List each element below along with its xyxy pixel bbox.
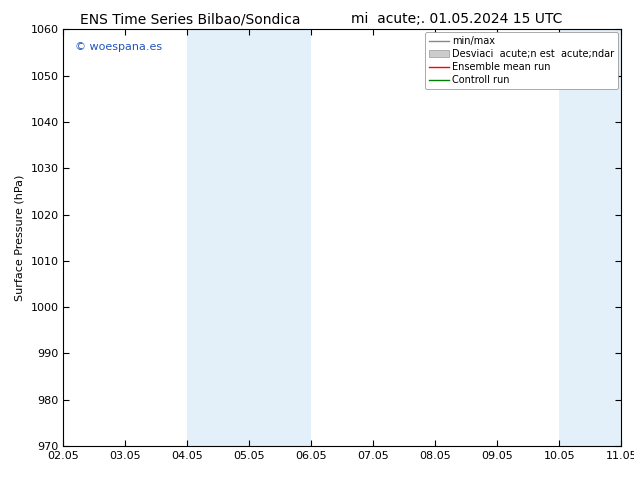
Text: ENS Time Series Bilbao/Sondica: ENS Time Series Bilbao/Sondica — [80, 12, 301, 26]
Bar — [559, 29, 621, 446]
Y-axis label: Surface Pressure (hPa): Surface Pressure (hPa) — [15, 174, 25, 301]
Text: mi  acute;. 01.05.2024 15 UTC: mi acute;. 01.05.2024 15 UTC — [351, 12, 562, 26]
Legend: min/max, Desviaci  acute;n est  acute;ndar, Ensemble mean run, Controll run: min/max, Desviaci acute;n est acute;ndar… — [425, 32, 618, 89]
Bar — [188, 29, 311, 446]
Text: © woespana.es: © woespana.es — [75, 42, 162, 52]
